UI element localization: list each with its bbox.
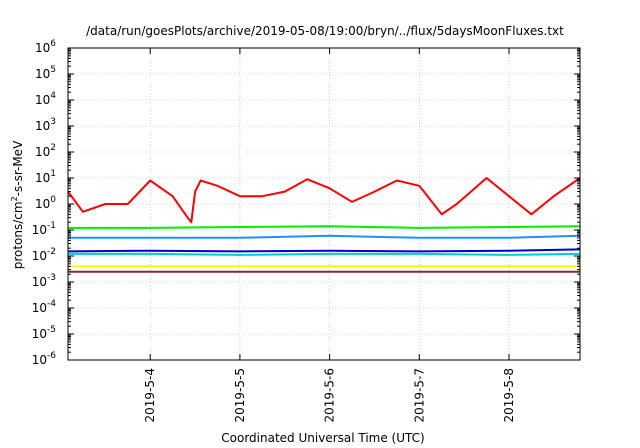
y-tick-label: 10-3 xyxy=(32,273,56,289)
y-tick-label-base: 10 xyxy=(32,353,47,367)
y-tick-label-exp: -1 xyxy=(47,221,56,231)
y-tick-label-exp: 4 xyxy=(50,91,56,101)
y-tick-label: 104 xyxy=(35,91,56,107)
y-tick-label: 10-2 xyxy=(32,247,56,263)
y-tick-label-base: 10 xyxy=(32,301,47,315)
y-axis-label-sup: 2 xyxy=(10,196,19,201)
y-tick-label-exp: -6 xyxy=(47,351,56,361)
x-tick-label: 2019-5-5 xyxy=(233,368,247,422)
y-tick-label: 106 xyxy=(35,39,56,55)
y-tick-label-exp: -4 xyxy=(47,299,56,309)
y-tick-label-exp: 2 xyxy=(50,143,56,153)
y-tick-label: 101 xyxy=(35,169,56,185)
y-tick-label-base: 10 xyxy=(35,197,50,211)
y-tick-label-base: 10 xyxy=(32,249,47,263)
x-axis-label: Coordinated Universal Time (UTC) xyxy=(221,431,424,445)
series-group xyxy=(67,177,581,273)
y-axis: 10-610-510-410-310-210-11001011021031041… xyxy=(32,39,580,367)
x-tick-label: 2019-5-8 xyxy=(502,368,516,422)
x-tick-label: 2019-5-6 xyxy=(323,368,337,422)
x-axis: 2019-5-4 2019-5-5 2019-5-6 2019-5-7 2019-5-8 xyxy=(143,48,516,422)
series-line-2 xyxy=(68,225,581,229)
y-tick-label-base: 10 xyxy=(32,223,47,237)
x-tick-label: 2019-5-4 xyxy=(143,368,157,422)
grid xyxy=(68,48,580,360)
y-tick-label-base: 10 xyxy=(35,119,50,133)
y-tick-label-base: 10 xyxy=(32,327,47,341)
y-tick-label: 102 xyxy=(35,143,56,159)
y-tick-label: 105 xyxy=(35,65,56,81)
y-tick-label-exp: -5 xyxy=(47,325,56,335)
y-tick-label: 10-6 xyxy=(32,351,57,367)
y-tick-label: 100 xyxy=(35,195,56,211)
series-line-5 xyxy=(67,248,581,253)
y-tick-label-exp: -2 xyxy=(47,247,56,257)
y-tick-label-base: 10 xyxy=(35,41,50,55)
y-tick-label-exp: 5 xyxy=(50,65,56,75)
y-tick-label-exp: -3 xyxy=(47,273,56,283)
y-tick-label-base: 10 xyxy=(35,145,50,159)
y-tick-label: 103 xyxy=(35,117,56,133)
y-axis-label-rest: -s-sr-MeV xyxy=(11,140,25,196)
y-tick-label: 10-5 xyxy=(32,325,56,341)
y-tick-label-base: 10 xyxy=(35,171,50,185)
y-tick-label-exp: 6 xyxy=(50,39,56,49)
y-tick-label-exp: 3 xyxy=(50,117,56,127)
x-tick-label: 2019-5-7 xyxy=(412,368,426,422)
y-tick-label-base: 10 xyxy=(35,67,50,81)
chart-title: /data/run/goesPlots/archive/2019-05-08/1… xyxy=(86,24,564,38)
y-tick-label: 10-1 xyxy=(32,221,56,237)
y-axis-label-base: protons/cm xyxy=(11,201,25,269)
series-line-4 xyxy=(68,252,581,256)
y-axis-label: protons/cm2-s-sr-MeV xyxy=(10,140,25,269)
y-tick-label-exp: 0 xyxy=(50,195,56,205)
y-tick-label-exp: 1 xyxy=(50,169,56,179)
y-tick-label-base: 10 xyxy=(35,93,50,107)
series-line-3 xyxy=(68,234,581,239)
y-tick-label-base: 10 xyxy=(32,275,47,289)
y-tick-label: 10-4 xyxy=(32,299,57,315)
series-line-1 xyxy=(67,177,581,224)
